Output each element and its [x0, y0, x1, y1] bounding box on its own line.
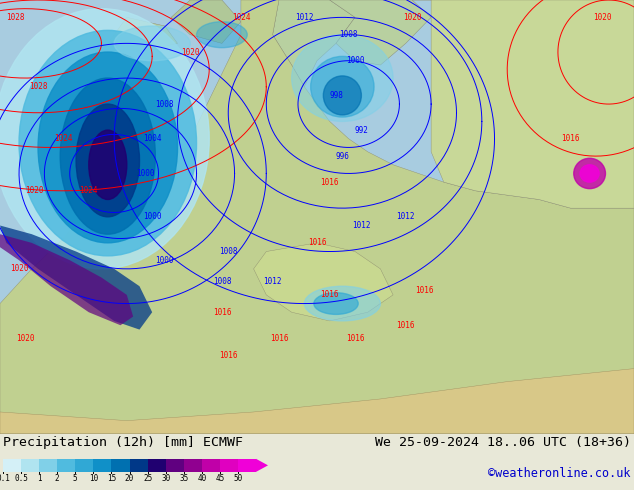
Ellipse shape	[89, 130, 127, 199]
Polygon shape	[0, 0, 634, 434]
Text: 25: 25	[143, 474, 152, 483]
Bar	[112, 459, 129, 472]
Text: ©weatheronline.co.uk: ©weatheronline.co.uk	[489, 467, 631, 480]
Text: 1020: 1020	[16, 334, 35, 343]
Text: 40: 40	[197, 474, 207, 483]
Text: 1016: 1016	[561, 134, 580, 143]
Bar	[21, 459, 39, 472]
Text: 1012: 1012	[352, 221, 371, 230]
Ellipse shape	[19, 30, 197, 256]
Text: 1016: 1016	[269, 334, 288, 343]
Text: 0.1: 0.1	[0, 474, 10, 483]
Ellipse shape	[311, 56, 374, 117]
Polygon shape	[256, 459, 268, 472]
Text: 1024: 1024	[54, 134, 73, 143]
Text: 35: 35	[179, 474, 188, 483]
Ellipse shape	[0, 9, 209, 269]
Text: 1012: 1012	[263, 277, 282, 286]
Text: 0.5: 0.5	[14, 474, 28, 483]
Text: We 25-09-2024 18..06 UTC (18+36): We 25-09-2024 18..06 UTC (18+36)	[375, 436, 631, 449]
Ellipse shape	[60, 78, 155, 234]
Bar	[220, 459, 238, 472]
Text: 1008: 1008	[219, 247, 238, 256]
Text: 15: 15	[107, 474, 116, 483]
Bar	[148, 459, 165, 472]
Ellipse shape	[76, 104, 139, 217]
Bar	[57, 459, 75, 472]
Ellipse shape	[323, 76, 361, 115]
Text: 996: 996	[335, 151, 349, 161]
Polygon shape	[254, 243, 393, 321]
Polygon shape	[0, 368, 634, 434]
Text: 1012: 1012	[295, 13, 314, 22]
Text: 1020: 1020	[181, 48, 200, 56]
Text: 20: 20	[125, 474, 134, 483]
Text: 1016: 1016	[219, 351, 238, 360]
Text: 50: 50	[233, 474, 243, 483]
Text: 1000: 1000	[136, 169, 155, 178]
Text: 1016: 1016	[346, 334, 365, 343]
Polygon shape	[330, 0, 431, 65]
Bar	[184, 459, 202, 472]
Text: 1028: 1028	[29, 82, 48, 91]
Text: 1024: 1024	[79, 186, 98, 196]
Polygon shape	[273, 0, 355, 87]
Text: 1008: 1008	[212, 277, 231, 286]
Text: 1020: 1020	[25, 186, 44, 196]
Ellipse shape	[114, 26, 190, 61]
Ellipse shape	[38, 52, 178, 243]
Text: 1004: 1004	[143, 134, 162, 143]
Text: 1: 1	[37, 474, 41, 483]
Text: 2: 2	[55, 474, 60, 483]
Text: 1000: 1000	[346, 56, 365, 65]
Ellipse shape	[197, 22, 247, 48]
Polygon shape	[0, 225, 152, 330]
Text: 998: 998	[329, 91, 343, 100]
Text: 30: 30	[161, 474, 171, 483]
Text: 1000: 1000	[143, 212, 162, 221]
Bar	[75, 459, 93, 472]
Text: 992: 992	[354, 125, 368, 135]
Text: Precipitation (12h) [mm] ECMWF: Precipitation (12h) [mm] ECMWF	[3, 436, 243, 449]
Text: 1016: 1016	[320, 291, 339, 299]
Text: 1000: 1000	[155, 256, 174, 265]
Ellipse shape	[304, 286, 380, 321]
Text: 1008: 1008	[339, 30, 358, 39]
Polygon shape	[108, 17, 178, 52]
Bar	[39, 459, 57, 472]
Text: 1024: 1024	[231, 13, 250, 22]
Text: 5: 5	[73, 474, 77, 483]
Ellipse shape	[580, 165, 599, 182]
Bar	[129, 459, 148, 472]
Text: 1028: 1028	[6, 13, 25, 22]
Text: 1020: 1020	[10, 265, 29, 273]
Text: 10: 10	[89, 474, 98, 483]
Text: 1008: 1008	[155, 99, 174, 109]
Ellipse shape	[292, 35, 393, 122]
Ellipse shape	[314, 293, 358, 315]
Text: 1016: 1016	[320, 178, 339, 187]
Bar	[165, 459, 184, 472]
Text: 1016: 1016	[415, 286, 434, 295]
Text: 1016: 1016	[212, 308, 231, 317]
Bar	[202, 459, 220, 472]
Text: 1016: 1016	[396, 321, 415, 330]
Text: 45: 45	[215, 474, 224, 483]
Text: 1012: 1012	[396, 212, 415, 221]
Polygon shape	[0, 234, 133, 325]
Text: 1020: 1020	[403, 13, 422, 22]
Bar	[3, 459, 21, 472]
Ellipse shape	[574, 158, 605, 189]
Polygon shape	[412, 0, 634, 208]
Text: 1020: 1020	[593, 13, 612, 22]
Text: 1016: 1016	[307, 238, 327, 247]
Bar	[238, 459, 256, 472]
Polygon shape	[171, 0, 241, 44]
Bar	[93, 459, 112, 472]
